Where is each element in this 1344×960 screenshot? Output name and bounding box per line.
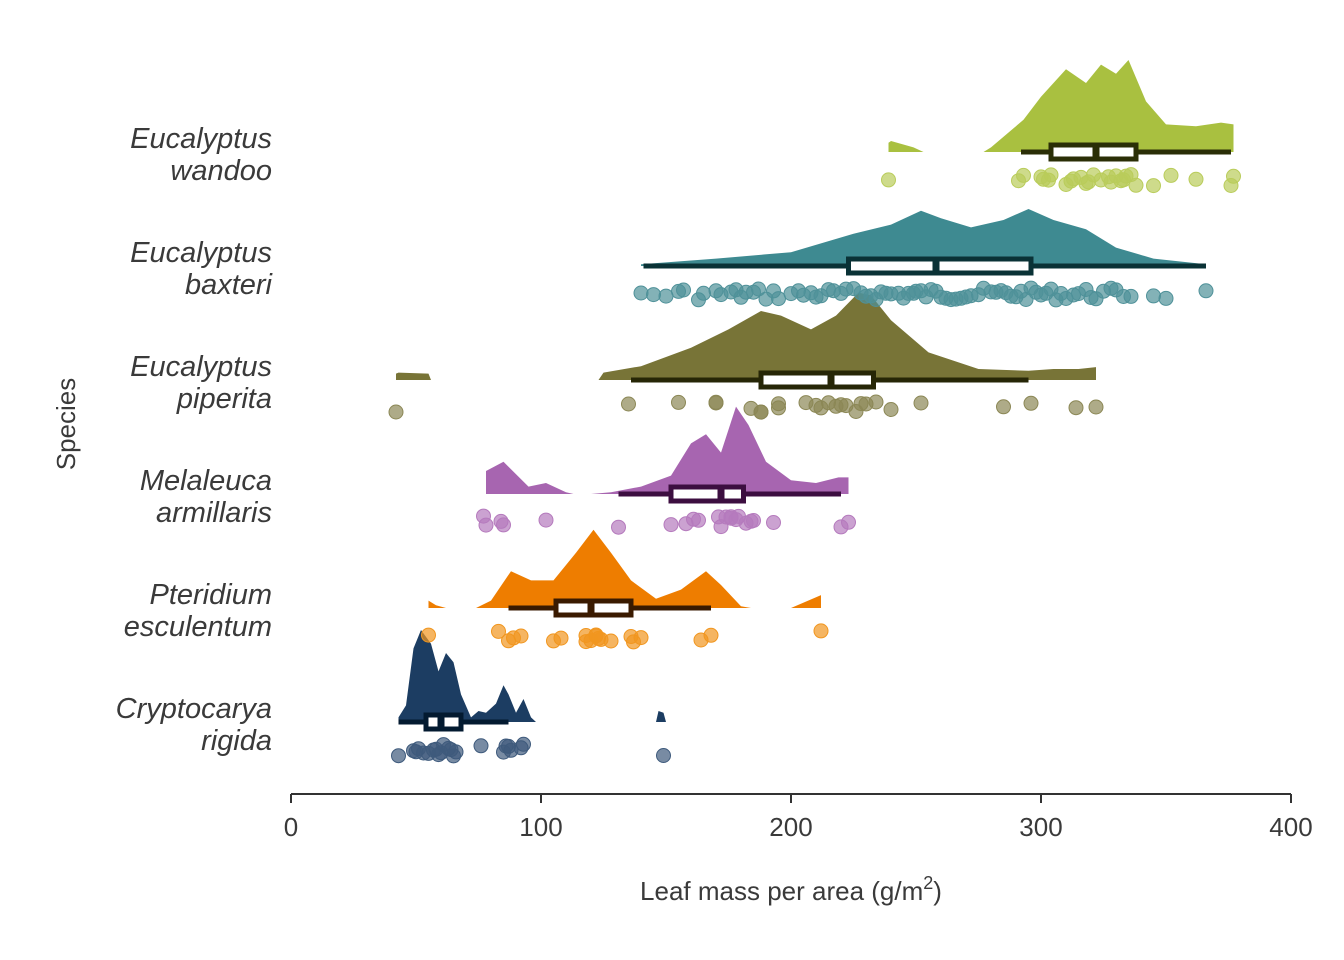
data-point [1088, 399, 1104, 415]
data-point [996, 399, 1011, 415]
data-point [696, 285, 711, 301]
data-point [491, 623, 506, 639]
data-point [913, 395, 929, 411]
data-point [1016, 167, 1031, 183]
x-tick-label: 100 [519, 812, 562, 842]
data-point [703, 627, 719, 643]
data-point [516, 736, 531, 752]
data-point [771, 400, 786, 416]
data-point [691, 512, 706, 528]
data-point [881, 172, 896, 188]
x-axis-title-superscript: 2 [923, 873, 933, 893]
data-point [751, 281, 766, 297]
species-label-line2: armillaris [156, 497, 272, 529]
x-tick-label: 0 [284, 812, 298, 842]
data-point [658, 288, 674, 304]
x-axis-ticks: 0 100 200 300 400 [284, 794, 1313, 842]
box-iqr [668, 484, 746, 504]
data-point [671, 394, 686, 410]
data-point [513, 628, 529, 644]
box-iqr [758, 370, 876, 390]
data-point [621, 396, 636, 412]
species-labels-layer: EucalyptuswandooEucalyptusbaxteriEucalyp… [116, 123, 274, 757]
data-point [421, 627, 436, 643]
data-point [1163, 167, 1179, 183]
data-point [473, 738, 489, 754]
data-point [753, 404, 769, 420]
species-label-line2: rigida [201, 725, 272, 757]
x-axis-title-suffix: ) [933, 876, 942, 906]
data-point [1146, 178, 1161, 194]
data-point [633, 630, 649, 646]
data-point [883, 402, 899, 417]
species-label-line1: Melaleuca [140, 465, 272, 497]
species-label-line1: Cryptocarya [116, 693, 272, 725]
boxplots-layer [398, 142, 1231, 732]
species-label-line2: esculentum [124, 611, 272, 643]
species-label-line2: wandoo [170, 155, 272, 187]
data-point [646, 287, 661, 303]
density-cloud [398, 630, 666, 722]
data-point [813, 623, 829, 639]
data-point [1068, 400, 1084, 416]
data-point [708, 394, 724, 410]
x-tick-label: 200 [769, 812, 812, 842]
data-point [478, 517, 494, 533]
y-axis-title: Species [51, 378, 81, 471]
data-point [1023, 395, 1039, 411]
data-point [656, 748, 671, 763]
data-point [391, 748, 406, 764]
data-point [603, 633, 619, 649]
box-iqr [846, 256, 1034, 276]
data-point [1226, 168, 1241, 184]
data-point [1198, 283, 1214, 299]
x-axis-title: Leaf mass per area (g/m2) [640, 873, 942, 906]
data-point [746, 513, 761, 528]
data-point [448, 744, 464, 760]
points-layer [388, 167, 1241, 764]
density-cloud [428, 529, 821, 608]
data-point [841, 514, 856, 530]
data-point [1158, 290, 1174, 306]
data-point [496, 517, 511, 533]
x-tick-label: 300 [1019, 812, 1062, 842]
density-cloud [396, 292, 1096, 380]
data-point [538, 512, 554, 528]
data-point [1043, 167, 1059, 183]
data-point [611, 519, 626, 535]
density-cloud [486, 406, 849, 494]
data-point [1146, 288, 1161, 304]
x-tick-label: 400 [1269, 812, 1312, 842]
data-point [388, 404, 404, 420]
data-point [553, 630, 569, 646]
species-label-line1: Pteridium [150, 579, 273, 611]
species-label-line1: Eucalyptus [130, 351, 272, 383]
data-point [663, 517, 679, 533]
species-label-line1: Eucalyptus [130, 237, 272, 269]
x-axis-title-main: Leaf mass per area (g/m [640, 876, 923, 906]
data-point [633, 285, 649, 301]
data-point [1123, 288, 1139, 304]
data-point [676, 282, 691, 298]
species-label-line1: Eucalyptus [130, 123, 272, 155]
density-cloud [888, 60, 1234, 152]
data-point [1128, 177, 1144, 193]
density-cloud [641, 209, 1206, 266]
data-point [766, 515, 781, 530]
species-label-line2: piperita [176, 383, 272, 415]
data-point [868, 394, 884, 410]
data-point [771, 291, 786, 307]
species-label-line2: baxteri [185, 269, 274, 301]
data-point [1188, 171, 1204, 187]
